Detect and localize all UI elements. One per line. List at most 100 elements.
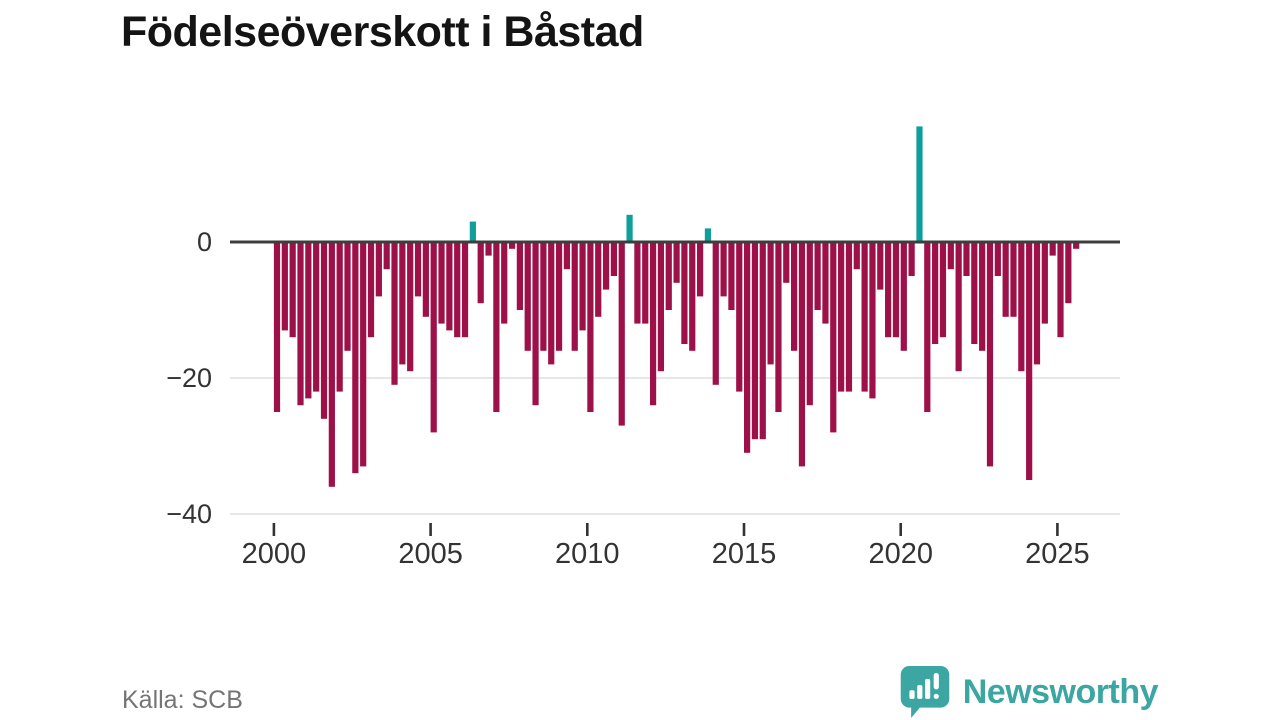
negative-bar — [979, 242, 986, 351]
negative-bar — [775, 242, 782, 412]
negative-bar — [399, 242, 406, 365]
negative-bar — [939, 242, 947, 338]
negative-bar — [736, 242, 743, 392]
negative-bar — [712, 242, 719, 385]
negative-bar — [391, 242, 398, 385]
negative-bar — [963, 242, 970, 276]
negative-bar — [555, 242, 563, 351]
negative-bar — [869, 242, 876, 399]
negative-bar — [328, 242, 335, 487]
negative-bar — [634, 242, 641, 324]
negative-bar — [375, 242, 382, 297]
negative-bar — [571, 242, 578, 351]
negative-bar — [422, 242, 429, 317]
negative-bar — [1049, 242, 1056, 256]
newsworthy-logo: Newsworthy — [899, 664, 1159, 720]
negative-bar — [602, 242, 610, 290]
negative-bar — [446, 242, 453, 331]
x-axis-tick-label: 2005 — [398, 538, 463, 570]
negative-bar — [900, 242, 907, 351]
negative-bar — [1041, 242, 1048, 324]
negative-bar — [830, 242, 837, 433]
negative-bar — [360, 242, 367, 467]
negative-bar — [642, 242, 649, 324]
negative-bar — [297, 242, 304, 406]
negative-bar — [595, 242, 602, 317]
negative-bar — [430, 242, 437, 433]
y-axis-tick-label: −20 — [166, 363, 212, 393]
page-title: Födelseöverskott i Båstad — [121, 8, 644, 56]
negative-bar — [744, 242, 751, 453]
negative-bar — [673, 242, 680, 283]
negative-bar — [485, 242, 492, 256]
negative-bar — [454, 242, 461, 338]
x-axis-tick-label: 2020 — [868, 538, 933, 570]
negative-bar — [877, 242, 884, 290]
negative-bar — [438, 242, 445, 324]
negative-bar — [273, 242, 281, 412]
negative-bar — [1026, 242, 1033, 480]
negative-bar — [720, 242, 727, 297]
negative-bar — [305, 242, 312, 399]
negative-bar — [313, 242, 320, 392]
negative-bar — [1057, 242, 1064, 338]
positive-bar — [469, 221, 476, 242]
negative-bar — [994, 242, 1001, 276]
negative-bar — [798, 242, 806, 467]
negative-bar — [587, 242, 594, 412]
x-axis-tick-label: 2025 — [1025, 538, 1090, 570]
negative-bar — [1018, 242, 1025, 372]
source-text: Källa: SCB — [122, 686, 243, 714]
negative-bar — [618, 242, 625, 426]
x-axis-tick-label: 2000 — [242, 538, 307, 570]
negative-bar — [924, 242, 931, 412]
y-axis-tick-label: 0 — [197, 227, 212, 257]
negative-bar — [289, 242, 296, 338]
negative-bar — [806, 242, 813, 406]
negative-bar — [461, 242, 469, 338]
negative-bar — [947, 242, 954, 270]
logo-bubble-chart-icon — [900, 666, 950, 718]
negative-bar — [986, 242, 994, 467]
negative-bar — [1073, 242, 1080, 249]
negative-bar — [524, 242, 531, 351]
negative-bar — [657, 242, 665, 372]
negative-bar — [783, 242, 790, 283]
negative-bar — [516, 242, 523, 310]
negative-bar — [344, 242, 351, 351]
negative-bar — [579, 242, 586, 331]
positive-bar — [704, 228, 712, 242]
negative-bar — [838, 242, 845, 392]
negative-bar — [681, 242, 688, 344]
negative-bar — [955, 242, 962, 372]
negative-bar — [414, 242, 422, 297]
x-axis-tick-label: 2015 — [712, 538, 777, 570]
positive-bar — [916, 126, 923, 242]
logo-text: Newsworthy — [962, 672, 1159, 711]
negative-bar — [532, 242, 539, 406]
negative-bar — [352, 242, 359, 474]
negative-bar — [501, 242, 508, 324]
negative-bar — [610, 242, 617, 276]
negative-bar — [477, 242, 484, 304]
negative-bar — [336, 242, 343, 392]
y-axis-tick-label: −40 — [166, 499, 212, 529]
negative-bar — [892, 242, 900, 338]
negative-bar — [281, 242, 288, 331]
negative-bar — [845, 242, 853, 392]
negative-bar — [885, 242, 892, 338]
negative-bar — [649, 242, 657, 406]
negative-bar — [383, 242, 390, 270]
negative-bar — [696, 242, 704, 297]
negative-bar — [971, 242, 978, 344]
negative-bar — [861, 242, 868, 392]
negative-bar — [814, 242, 821, 310]
negative-bar — [493, 242, 500, 412]
negative-bar — [767, 242, 774, 365]
negative-bar — [407, 242, 414, 372]
negative-bar — [932, 242, 939, 344]
negative-bar — [540, 242, 547, 351]
negative-bar — [728, 242, 735, 310]
negative-bar — [689, 242, 696, 351]
